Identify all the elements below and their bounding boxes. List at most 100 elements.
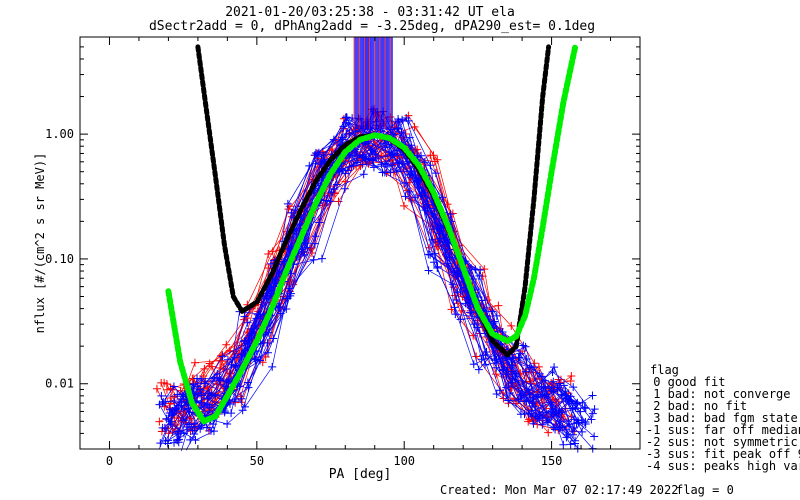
- x-tick-label: 150: [541, 454, 563, 468]
- blue-data-point: [247, 324, 256, 333]
- red-data-point: [217, 357, 226, 366]
- flag-item: 2 bad: no fit: [646, 399, 748, 413]
- blue-data-point: [474, 365, 483, 374]
- blue-data-point: [551, 425, 560, 434]
- red-data-point: [200, 364, 209, 373]
- y-axis-label: nflux [#/(cm^2 s sr MeV)]: [33, 153, 47, 334]
- red-data-point: [268, 247, 277, 256]
- blue-data-point: [475, 271, 484, 280]
- red-data-point: [160, 378, 169, 387]
- red-data-point: [264, 264, 273, 273]
- blue-data-point: [203, 394, 212, 403]
- blue-data-point: [284, 244, 293, 253]
- blue-data-point: [542, 390, 551, 399]
- footer-created: Created: Mon Mar 07 02:17:49 2022: [440, 483, 678, 497]
- axis-ticks: 0 50 100 150 0.01 0.10 1.00: [45, 36, 641, 468]
- red-data-point: [205, 359, 214, 368]
- red-trace: [160, 114, 555, 420]
- flag-item: -2 sus: not symmetric: [646, 435, 798, 449]
- blue-data-point: [359, 170, 368, 179]
- blue-data-point: [433, 263, 442, 272]
- blue-data-point: [577, 416, 586, 425]
- blue-data-point: [158, 399, 167, 408]
- blue-data-point: [182, 422, 191, 431]
- blue-data-point: [537, 372, 546, 381]
- blue-data-point: [407, 141, 416, 150]
- blue-data-point: [517, 391, 526, 400]
- blue-data-point: [300, 250, 309, 259]
- blue-data-point: [170, 438, 179, 447]
- blue-data-point: [469, 360, 478, 369]
- blue-data-point: [338, 135, 347, 144]
- blue-data-point: [237, 394, 246, 403]
- blue-data-point: [196, 385, 205, 394]
- blue-data-point: [588, 391, 597, 400]
- blue-data-point: [218, 352, 227, 361]
- blue-data-point: [297, 245, 306, 254]
- blue-data-point: [570, 423, 579, 432]
- red-data-point: [155, 417, 164, 426]
- blue-data-point: [159, 397, 168, 406]
- blue-data-point: [424, 266, 433, 275]
- blue-data-point: [533, 414, 542, 423]
- blue-data-point: [223, 420, 232, 429]
- blue-data-point: [499, 365, 508, 374]
- chart-title-line2: dSectr2add = 0, dPhAng2add = -3.25deg, d…: [149, 19, 595, 34]
- blue-data-point: [538, 420, 547, 429]
- blue-data-point: [386, 168, 395, 177]
- blue-data-point: [309, 255, 318, 264]
- red-data-point: [264, 250, 273, 259]
- blue-data-point: [571, 403, 580, 412]
- flag-item: -3 sus: fit peak off 90: [646, 447, 800, 461]
- blue-data-point: [403, 157, 412, 166]
- blue-data-point: [529, 419, 538, 428]
- blue-data-point: [416, 151, 425, 160]
- blue-data-point: [558, 423, 567, 432]
- blue-data-point: [240, 312, 249, 321]
- blue-data-point: [532, 392, 541, 401]
- chart-title-line1: 2021-01-20/03:25:38 - 03:31:42 UT ela: [225, 5, 515, 20]
- blue-data-point: [569, 427, 578, 436]
- blue-data-point: [426, 161, 435, 170]
- blue-data-point: [173, 390, 182, 399]
- blue-data-point: [502, 391, 511, 400]
- flag-item: -4 sus: peaks high var: [646, 459, 800, 473]
- red-data-point: [225, 346, 234, 355]
- blue-data-point: [520, 410, 529, 419]
- y-tick-label: 0.01: [45, 377, 74, 391]
- blue-data-point: [476, 265, 485, 274]
- blue-data-point: [553, 383, 562, 392]
- blue-data-point: [162, 414, 171, 423]
- blue-data-point: [559, 381, 568, 390]
- blue-data-point: [197, 375, 206, 384]
- blue-data-point: [590, 405, 599, 414]
- blue-data-point: [315, 218, 324, 227]
- blue-data-point: [488, 307, 497, 316]
- red-data-point: [507, 321, 516, 330]
- blue-data-point: [456, 315, 465, 324]
- blue-data-point: [170, 397, 179, 406]
- blue-data-point: [512, 369, 521, 378]
- blue-data-point: [206, 426, 215, 435]
- red-data-point: [480, 265, 489, 274]
- blue-data-point: [311, 148, 320, 157]
- blue-data-point: [404, 116, 413, 125]
- blue-data-point: [283, 294, 292, 303]
- red-data-point: [341, 177, 350, 186]
- blue-data-point: [392, 124, 401, 133]
- blue-data-point: [471, 265, 480, 274]
- blue-data-point: [418, 191, 427, 200]
- blue-data-point: [546, 398, 555, 407]
- blue-data-point: [223, 355, 232, 364]
- blue-data-point: [256, 356, 265, 365]
- red-data-point: [222, 340, 231, 349]
- red-data-point: [400, 201, 409, 210]
- blue-data-point: [243, 339, 252, 348]
- blue-data-point: [424, 250, 433, 259]
- red-data-point: [334, 197, 343, 206]
- blue-data-point: [514, 353, 523, 362]
- blue-data-point: [392, 166, 401, 175]
- footer-flag: flag = 0: [676, 483, 734, 497]
- blue-data-point: [177, 401, 186, 410]
- blue-data-point: [413, 176, 422, 185]
